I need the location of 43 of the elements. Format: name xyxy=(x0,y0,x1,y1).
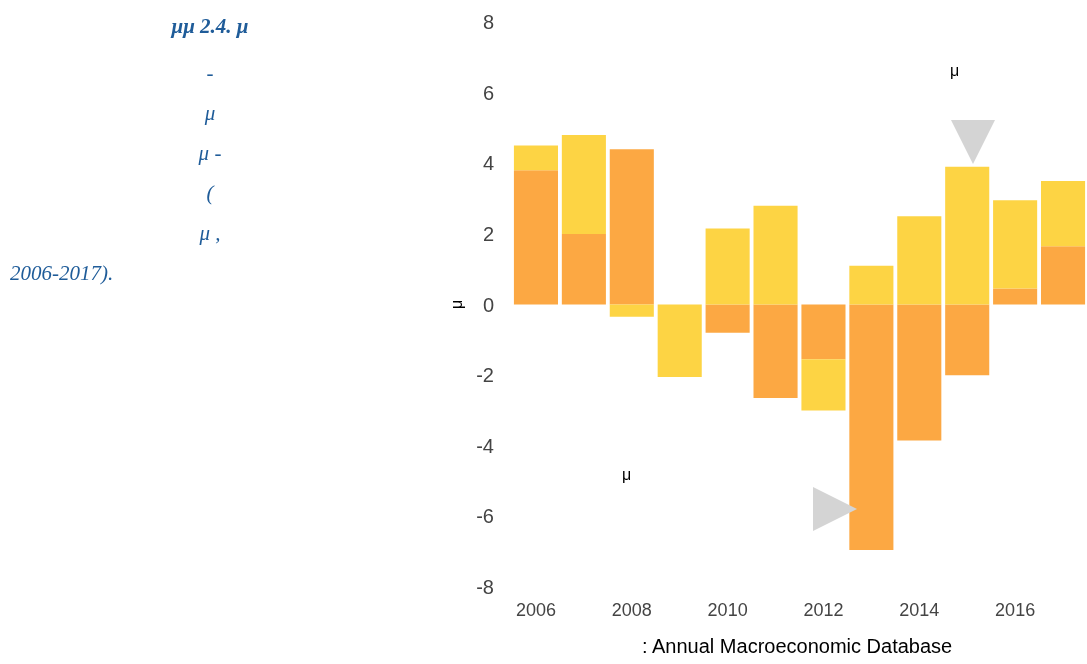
y-tick-label: -6 xyxy=(476,505,494,528)
bar xyxy=(801,359,846,411)
bar xyxy=(513,145,558,171)
bar xyxy=(753,205,798,305)
bar xyxy=(801,304,846,360)
y-tick-label: 8 xyxy=(482,11,494,33)
y-tick-label: -4 xyxy=(476,434,494,457)
x-tick-label: 2012 xyxy=(803,600,844,620)
bar xyxy=(1041,180,1086,247)
text: - μ μ - ( μ , 2006-2017). xyxy=(10,61,222,285)
y-tick-label: -8 xyxy=(476,576,494,598)
bar xyxy=(513,170,558,305)
y-tick-label: 4 xyxy=(482,152,494,175)
bar xyxy=(561,233,606,305)
text: μμ 2.4. μ xyxy=(169,14,250,39)
bar xyxy=(849,265,894,305)
y-tick-label: -2 xyxy=(476,364,494,387)
y-tick-label: 0 xyxy=(482,293,494,316)
annotation: μ xyxy=(950,61,960,79)
bar xyxy=(993,288,1038,305)
y-tick-label: 6 xyxy=(482,81,494,104)
x-tick-label: 2006 xyxy=(515,600,556,620)
bar xyxy=(609,304,654,317)
bar xyxy=(897,216,942,305)
bar xyxy=(849,304,894,550)
y-axis-title: μ xyxy=(447,299,465,310)
x-tick-label: 2014 xyxy=(899,600,940,620)
bar xyxy=(945,304,990,376)
bar xyxy=(993,200,1038,289)
annotation: μ xyxy=(622,465,632,483)
y-tick-label: 2 xyxy=(482,222,494,245)
x-tick-label: 2008 xyxy=(611,600,652,620)
bar xyxy=(561,135,606,234)
bar xyxy=(657,304,702,377)
bar xyxy=(705,304,750,333)
text: : Annual Macroeconomic Database xyxy=(642,635,953,657)
bar xyxy=(705,228,750,305)
bar xyxy=(609,149,654,305)
bar xyxy=(1041,246,1086,305)
x-tick-label: 2016 xyxy=(995,600,1036,620)
bar xyxy=(897,304,942,441)
bar xyxy=(753,304,798,399)
x-tick-label: 2010 xyxy=(707,600,748,620)
